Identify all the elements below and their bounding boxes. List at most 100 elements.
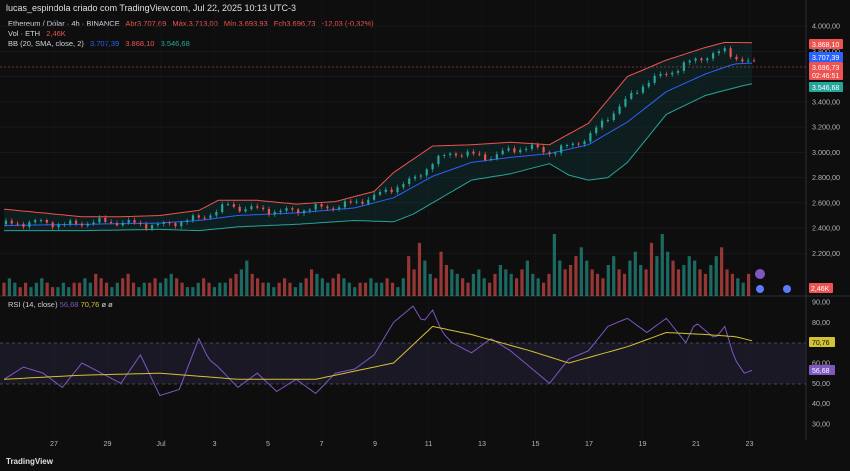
volume-bar [687,256,691,296]
volume-bar [633,251,637,296]
candle-body [74,220,78,224]
volume-bar [428,273,432,296]
volume-bar [320,278,324,296]
candle-body [51,222,54,228]
volume-bar [547,273,551,296]
volume-bar [461,278,465,296]
candle-body [355,201,358,203]
volume-bar [471,273,476,296]
candle-body [536,144,539,148]
candle-body [349,201,352,203]
tag-upper: 3.868,10 [812,42,839,49]
candle-body [390,189,393,193]
candle-body [548,152,551,155]
time-tick: 19 [639,439,647,448]
candle-body [472,151,475,154]
volume-bar [272,287,276,296]
volume-bar [714,256,718,296]
earnings-icon[interactable] [756,285,764,293]
volume-bar [331,278,335,296]
candle-body [197,215,200,218]
candle-body [150,225,154,229]
volume-bar [218,282,222,296]
volume-bar [520,269,524,296]
tag-countdown: 02:46:51 [812,73,839,80]
volume-bar [595,273,600,296]
candle-body [741,59,744,62]
event-icon[interactable] [783,285,791,293]
alert-icon[interactable] [755,269,765,279]
candle-body [747,60,750,62]
candle-body [104,217,107,222]
volume-bar [709,265,713,296]
candle-body [63,224,66,226]
rsi-line [3,305,753,397]
candle-body [180,222,183,227]
candle-body [39,219,43,221]
volume-bar [353,287,357,296]
volume-bar [644,269,648,296]
candle-body [232,204,235,207]
volume-legend: Vol · ETH 2,46K [8,29,70,38]
candle-body [513,148,516,153]
volume-bar [439,251,443,296]
volume-bar [131,282,136,296]
volume-bar [525,260,529,296]
tag-rsi: 56,68 [812,368,830,375]
candle-body [34,220,37,223]
tag-lower: 3.546,68 [812,85,839,92]
tag-rsi-ma-bg [809,337,835,347]
candle-body [203,217,206,219]
candle-body [396,187,399,193]
candle-body [454,153,458,156]
volume-bar [720,247,724,296]
volume-bar [40,278,44,296]
candle-body [595,127,598,134]
bb-label[interactable]: BB (20, SMA, close, 2) [8,39,84,48]
volume-bar [293,287,297,296]
symbol-label[interactable]: Ethereum / Dólar · 4h · BINANCE [8,19,120,28]
candle-body [291,208,294,210]
volume-bar [126,273,130,296]
volume-bar [99,278,103,296]
candle-body [706,58,709,61]
volume-bar [45,282,49,296]
volume-bar [590,269,594,296]
time-tick: 3 [213,439,217,448]
low-value: Mín.3.693,93 [223,19,268,28]
volume-label[interactable]: Vol · ETH [8,29,41,38]
volume-bar [703,273,708,296]
price-tick: 2.400,00 [812,224,840,233]
volume-bar [282,278,287,296]
volume-bar [7,278,11,296]
bb-lower-value: 3.546,68 [160,39,190,48]
volume-bar [239,269,244,296]
candle-body [507,148,510,151]
volume-bar [482,278,486,296]
candle-body [244,209,247,212]
rsi-label[interactable]: RSI (14, close) [8,300,58,309]
price-tick: 3.200,00 [812,123,840,132]
candle-body [402,184,405,188]
candle-body [121,222,124,226]
time-tick: 5 [266,439,270,448]
volume-value: 2,46K [46,29,66,38]
volume-bar [18,287,22,296]
volume-bar [196,282,200,296]
volume-bar [676,269,681,296]
rsi-tick: 60,00 [812,359,830,368]
volume-bars [2,234,751,296]
rsi-tick: 40,00 [812,399,830,408]
candle-body [133,220,136,223]
candle-body [332,208,335,210]
candle-body [92,222,95,225]
rsi-tick: 30,00 [812,420,830,429]
volume-bar [207,282,211,296]
volume-bar [390,282,395,296]
candle-body [261,207,265,209]
candle-body [752,60,756,62]
candle-body [560,145,563,153]
tag-rsi-ma: 70,76 [812,340,830,347]
candle-body [735,56,738,60]
